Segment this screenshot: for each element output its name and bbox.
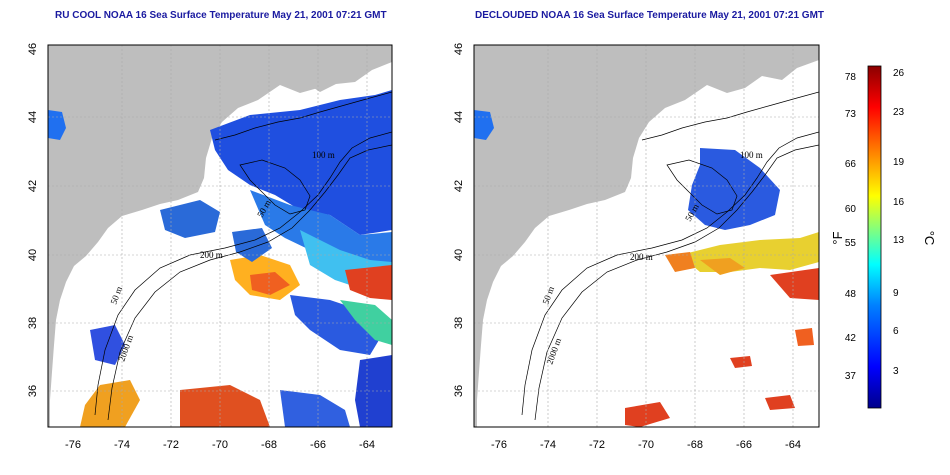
x-tick-right: -76 [491, 439, 507, 451]
x-tick-right: -66 [736, 439, 752, 451]
celsius-tick: 26 [893, 68, 905, 79]
x-tick-right: -68 [687, 439, 703, 451]
fahrenheit-tick: 37 [845, 371, 857, 382]
fahrenheit-tick: 66 [845, 159, 857, 170]
grid-left [48, 45, 392, 427]
x-tick-left: -68 [261, 439, 277, 451]
contour-label-100m-right: 100 m [740, 150, 763, 160]
y-tick-right: 42 [453, 180, 465, 192]
x-tick-right: -70 [638, 439, 654, 451]
x-tick-left: -70 [212, 439, 228, 451]
contour-label-200m-right: 200 m [630, 252, 653, 262]
x-tick-left: -74 [114, 439, 130, 451]
x-tick-right: -72 [589, 439, 605, 451]
land-nova-scotia-left [305, 45, 392, 92]
bathymetry-contours-left [94, 91, 392, 421]
colorbar-gradient [867, 65, 882, 409]
map-left: 100 m 50 m 200 m 50 m 2000 m -76 -74 -72… [27, 43, 393, 451]
contour-label-100m-left: 100 m [312, 150, 335, 160]
y-tick-left: 44 [27, 111, 39, 123]
map-right: 100 m 50 m 200 m 50 m 2000 m -76 -74 -72… [453, 43, 820, 451]
y-tick-left: 46 [27, 43, 39, 55]
fahrenheit-tick: 73 [845, 109, 857, 120]
map-title-right: DECLOUDED NOAA 16 Sea Surface Temperatur… [475, 10, 825, 21]
x-tick-left: -76 [65, 439, 81, 451]
y-tick-left: 40 [27, 249, 39, 261]
fahrenheit-tick: 78 [845, 72, 857, 83]
x-tick-left: -66 [310, 439, 326, 451]
colorbar-fahrenheit-ticks: 78 73 66 60 55 48 42 37 [845, 72, 857, 382]
celsius-tick: 9 [893, 288, 899, 299]
fahrenheit-tick: 48 [845, 289, 857, 300]
celsius-tick: 19 [893, 157, 905, 168]
map-title-left: RU COOL NOAA 16 Sea Surface Temperature … [55, 10, 387, 21]
contour-label-200m-left: 200 m [200, 250, 223, 260]
celsius-tick: 13 [893, 235, 905, 246]
fahrenheit-tick: 55 [845, 238, 857, 249]
map-frame-right [473, 44, 820, 428]
celsius-unit-label: °C [922, 231, 937, 246]
y-tick-right: 44 [453, 111, 465, 123]
map-frame-left [47, 44, 393, 428]
land-left [48, 45, 392, 427]
x-axis-ticks-right: -76 -74 -72 -70 -68 -66 -64 [491, 439, 801, 451]
x-tick-left: -72 [163, 439, 179, 451]
sst-data-left [48, 90, 392, 427]
land-right [474, 45, 819, 427]
y-tick-left: 38 [27, 317, 39, 329]
x-tick-right: -74 [540, 439, 556, 451]
fahrenheit-unit-label: °F [830, 231, 845, 244]
celsius-tick: 16 [893, 197, 905, 208]
fahrenheit-tick: 42 [845, 333, 857, 344]
bathymetry-contours-right [521, 91, 819, 421]
colorbar: 78 73 66 60 55 48 42 37 26 23 19 16 13 9… [830, 65, 937, 409]
y-tick-left: 36 [27, 385, 39, 397]
x-axis-ticks-left: -76 -74 -72 -70 -68 -66 -64 [65, 439, 375, 451]
y-tick-right: 36 [453, 385, 465, 397]
colorbar-celsius-ticks: 26 23 19 16 13 9 6 3 [893, 68, 905, 377]
y-tick-left: 42 [27, 180, 39, 192]
y-tick-right: 38 [453, 317, 465, 329]
fahrenheit-tick: 60 [845, 204, 857, 215]
x-tick-left: -64 [359, 439, 375, 451]
y-tick-right: 40 [453, 249, 465, 261]
y-axis-ticks-left: 36 38 40 42 44 46 [27, 43, 39, 397]
y-tick-right: 46 [453, 43, 465, 55]
grid-right [474, 45, 819, 427]
y-axis-ticks-right: 36 38 40 42 44 46 [453, 43, 465, 397]
celsius-tick: 23 [893, 107, 905, 118]
celsius-tick: 6 [893, 326, 899, 337]
x-tick-right: -64 [785, 439, 801, 451]
sst-data-right [474, 110, 819, 427]
celsius-tick: 3 [893, 366, 899, 377]
